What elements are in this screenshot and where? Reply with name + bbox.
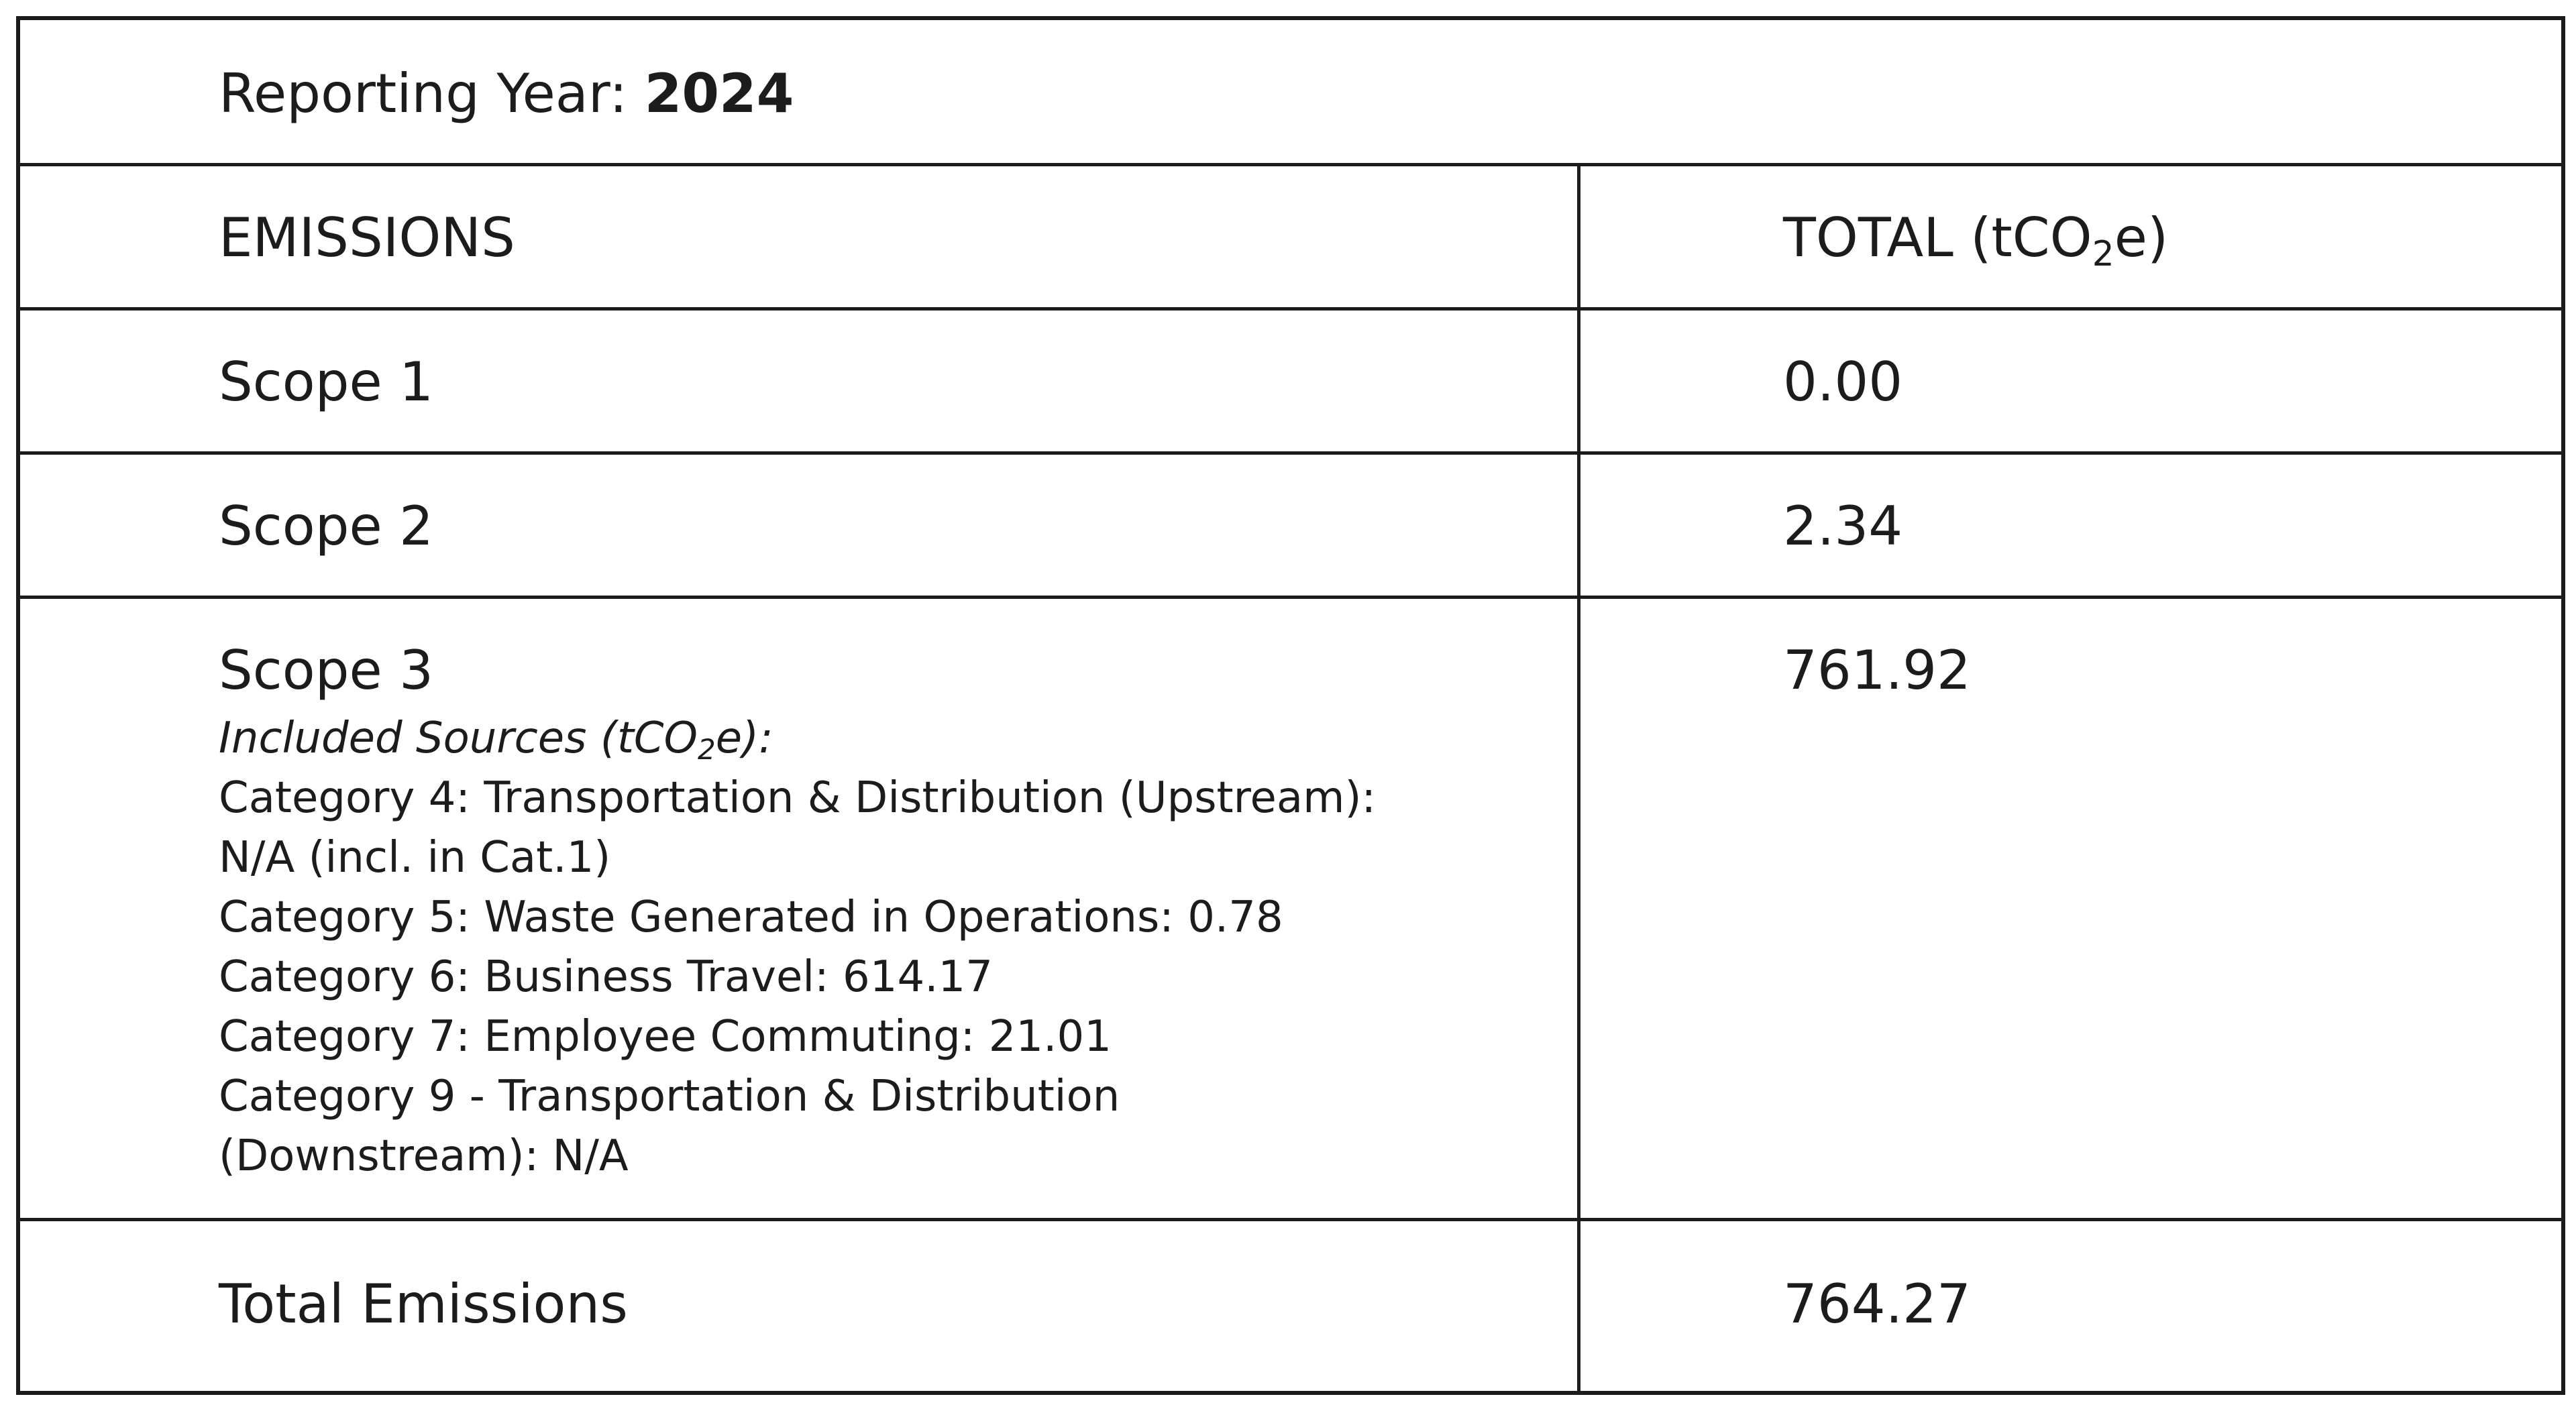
scope3-value: 761.92 (1783, 639, 1971, 701)
emissions-header: EMISSIONS (219, 207, 515, 269)
scope3-label-cell: Scope 3 Included Sources (tCO2e): Catego… (20, 599, 1580, 1218)
scope1-label: Scope 1 (219, 351, 434, 413)
reporting-year-cell: Reporting Year: 2024 (20, 20, 2561, 163)
scope1-label-cell: Scope 1 (20, 311, 1580, 451)
scope3-row: Scope 3 Included Sources (tCO2e): Catego… (20, 599, 2561, 1221)
scope3-sources-heading: Included Sources (tCO2e): (219, 714, 773, 766)
reporting-year-label: Reporting Year: (219, 62, 628, 125)
scope3-value-cell: 761.92 (1580, 599, 2561, 1218)
scope2-value-cell: 2.34 (1580, 455, 2561, 596)
total-emissions-value: 764.27 (1783, 1273, 1971, 1335)
source-line: Category 4: Transportation & Distributio… (219, 773, 1376, 823)
emissions-table: Reporting Year: 2024 EMISSIONS TOTAL (tC… (16, 16, 2565, 1395)
emissions-header-cell: EMISSIONS (20, 166, 1580, 307)
reporting-year-row: Reporting Year: 2024 (20, 20, 2561, 166)
source-line: (Downstream): N/A (219, 1131, 629, 1181)
source-line: Category 7: Employee Commuting: 21.01 (219, 1012, 1112, 1062)
scope3-label: Scope 3 (219, 639, 434, 701)
total-value-cell: 764.27 (1580, 1221, 2561, 1391)
scope2-value: 2.34 (1783, 495, 1903, 557)
total-header-cell: TOTAL (tCO2e) (1580, 166, 2561, 307)
scope2-row: Scope 2 2.34 (20, 455, 2561, 599)
scope2-label: Scope 2 (219, 495, 434, 557)
scope1-value: 0.00 (1783, 351, 1903, 413)
scope2-label-cell: Scope 2 (20, 455, 1580, 596)
source-line: Category 9 - Transportation & Distributi… (219, 1072, 1120, 1121)
source-line: N/A (incl. in Cat.1) (219, 833, 611, 883)
total-row: Total Emissions 764.27 (20, 1221, 2561, 1391)
header-row: EMISSIONS TOTAL (tCO2e) (20, 166, 2561, 311)
source-line: Category 6: Business Travel: 614.17 (219, 952, 993, 1002)
total-header: TOTAL (tCO2e) (1783, 207, 2169, 274)
total-label-cell: Total Emissions (20, 1221, 1580, 1391)
scope1-row: Scope 1 0.00 (20, 311, 2561, 455)
scope1-value-cell: 0.00 (1580, 311, 2561, 451)
reporting-year-value: 2024 (644, 62, 794, 125)
total-emissions-label: Total Emissions (219, 1273, 628, 1335)
scope3-sources: Included Sources (tCO2e): Category 4: Tr… (219, 709, 1376, 1186)
source-line: Category 5: Waste Generated in Operation… (219, 893, 1283, 942)
